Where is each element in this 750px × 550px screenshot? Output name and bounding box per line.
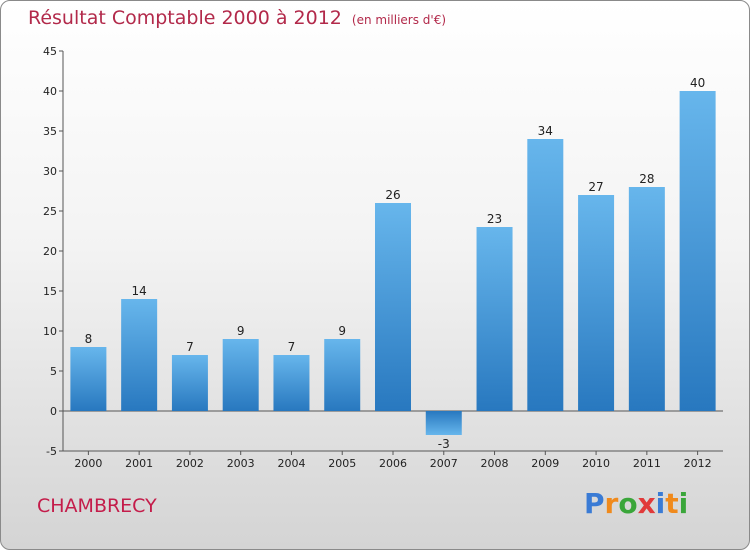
- x-tick-label: 2008: [481, 457, 509, 470]
- bar: [70, 347, 107, 411]
- y-tick-label: -5: [46, 445, 57, 458]
- x-tick-label: 2000: [74, 457, 102, 470]
- bar: [628, 187, 665, 411]
- bar-value-label: 9: [237, 324, 245, 338]
- proxiti-logo: Proxiti: [584, 487, 688, 520]
- bar: [476, 227, 513, 411]
- bar-value-label: 9: [338, 324, 346, 338]
- bars-group: 8 14 7 9 7 9 26 -3 23 34 27 28 40: [70, 76, 716, 451]
- y-tick-label: 20: [43, 245, 57, 258]
- bar: [527, 139, 564, 411]
- y-tick-label: 45: [43, 45, 57, 58]
- bar: [121, 299, 158, 411]
- logo-letter: t: [665, 487, 679, 520]
- chart-subtitle: (en milliers d'€): [351, 13, 447, 27]
- logo-letter: r: [604, 487, 619, 520]
- y-tick-label: 0: [50, 405, 57, 418]
- x-tick-label: 2010: [582, 457, 610, 470]
- logo-letter: i: [655, 487, 666, 520]
- x-tick-label: 2011: [633, 457, 661, 470]
- commune-name: CHAMBRECY: [37, 495, 157, 517]
- chart-title: Résultat Comptable 2000 à 2012 (en millie…: [28, 7, 446, 29]
- bar: [222, 339, 259, 411]
- x-tick-label: 2004: [277, 457, 305, 470]
- bar-value-label: 40: [690, 76, 705, 90]
- y-tick-label: 35: [43, 125, 57, 138]
- bar: [273, 355, 310, 411]
- bar: [375, 203, 411, 411]
- y-tick-label: 10: [43, 325, 57, 338]
- bar-value-label: 14: [132, 284, 147, 298]
- bar: [578, 195, 615, 411]
- y-tick-label: 30: [43, 165, 57, 178]
- bar: [171, 355, 208, 411]
- bar-value-label: 27: [588, 180, 603, 194]
- bar: [425, 411, 462, 435]
- bar-value-label: 8: [85, 332, 93, 346]
- y-tick-label: 5: [50, 365, 57, 378]
- bar: [324, 339, 361, 411]
- bar-value-label: 26: [385, 188, 400, 202]
- y-tick-label: 15: [43, 285, 57, 298]
- x-tick-label: 2003: [227, 457, 255, 470]
- logo-letter: o: [618, 487, 638, 520]
- bar-value-label: 28: [639, 172, 654, 186]
- bar-value-label: -3: [438, 437, 450, 451]
- bar-value-label: 7: [186, 340, 194, 354]
- x-tick-label: 2001: [125, 457, 153, 470]
- x-tick-label: 2009: [531, 457, 559, 470]
- y-tick-label: 40: [43, 85, 57, 98]
- title-text: Résultat Comptable 2000 à 2012: [28, 7, 342, 29]
- bar-value-label: 7: [288, 340, 296, 354]
- logo-letter: i: [678, 487, 689, 520]
- x-tick-label: 2005: [328, 457, 356, 470]
- x-tick-label: 2006: [379, 457, 407, 470]
- logo-letter: P: [584, 487, 605, 520]
- bar-value-label: 34: [538, 124, 553, 138]
- x-tick-label: 2012: [684, 457, 712, 470]
- x-tick-label: 2002: [176, 457, 204, 470]
- bar: [679, 91, 716, 411]
- logo-letter: x: [637, 487, 656, 520]
- x-tick-label: 2007: [430, 457, 458, 470]
- bar-value-label: 23: [487, 212, 502, 226]
- y-tick-label: 25: [43, 205, 57, 218]
